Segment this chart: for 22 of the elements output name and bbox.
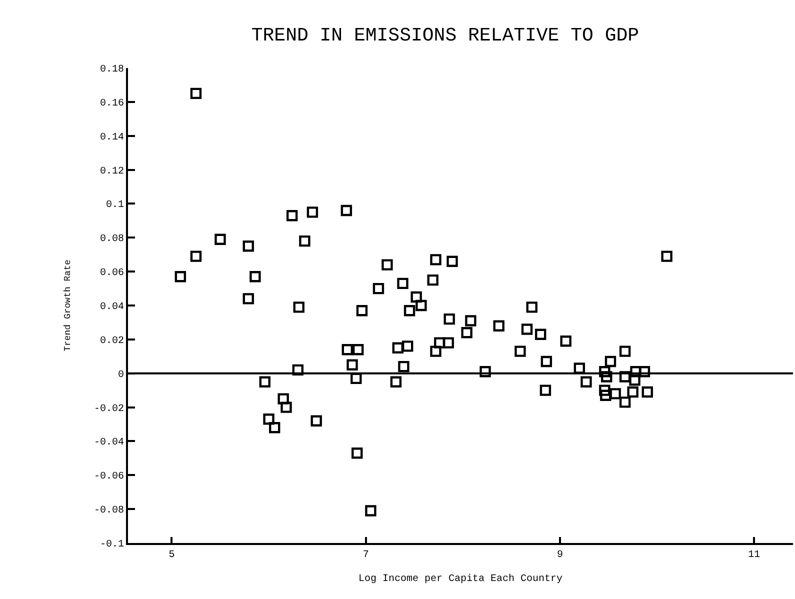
y-tick-label: -0.08 [94, 506, 124, 517]
chart-title: TREND IN EMISSIONS RELATIVE TO GDP [251, 24, 640, 46]
y-tick-label: -0.06 [94, 472, 124, 483]
y-tick-label: 0.16 [100, 98, 124, 110]
y-tick-label: 0 [118, 370, 124, 381]
y-tick-label: 0.1 [106, 200, 124, 212]
y-tick-label: 0.08 [100, 234, 124, 246]
x-axis-title: Log Income per Capita Each Country [358, 573, 563, 585]
y-tick-label: -0.04 [94, 438, 124, 449]
y-tick-label: 0.14 [100, 132, 124, 144]
x-tick-label: 7 [362, 550, 369, 561]
y-tick-label: -0.1 [100, 540, 124, 550]
y-axis-title: Trend Growth Rate [62, 260, 73, 352]
y-tick-label: -0.02 [94, 404, 124, 415]
x-tick-label: 5 [168, 550, 175, 561]
y-tick-label: 0.02 [100, 336, 124, 347]
y-tick-label: 0.04 [100, 302, 124, 313]
y-tick-label: 0.06 [100, 268, 124, 280]
x-tick-label: 9 [557, 550, 564, 561]
y-tick-label: 0.18 [100, 64, 124, 76]
x-tick-label: 11 [748, 550, 760, 561]
y-tick-label: 0.12 [100, 166, 124, 178]
